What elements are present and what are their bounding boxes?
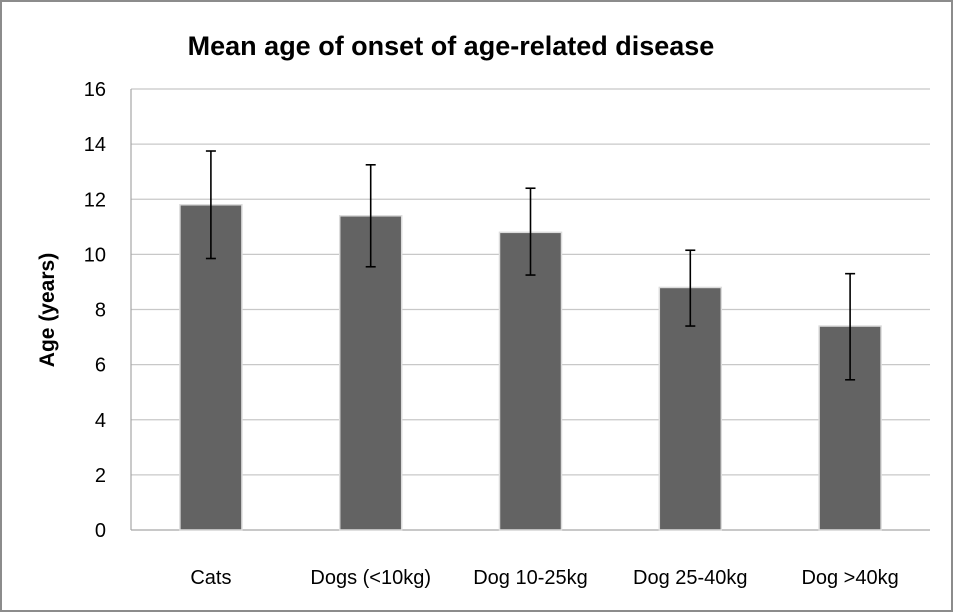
y-tick-label: 4 (95, 410, 106, 432)
y-tick-label: 8 (95, 300, 106, 322)
x-category-labels: Cats Dogs (<10kg) Dog 10-25kg Dog 25-40kg Do… (190, 567, 898, 589)
y-tick-label: 12 (84, 189, 106, 211)
y-axis-label: Age (years) (36, 253, 59, 367)
x-category-label: Dog 10-25kg (473, 567, 588, 589)
y-tick-labels: 0 2 4 6 8 10 12 14 16 (84, 79, 106, 542)
y-tick-label: 2 (95, 465, 106, 487)
y-tick-label: 16 (84, 79, 106, 101)
x-category-label: Cats (190, 567, 231, 589)
x-category-label: Dog 25-40kg (633, 567, 748, 589)
chart-title: Mean age of onset of age-related disease (188, 31, 715, 61)
bar (338, 215, 403, 531)
y-tick-label: 14 (84, 134, 106, 156)
x-category-label: Dog >40kg (801, 567, 898, 589)
x-category-label: Dogs (<10kg) (310, 567, 431, 589)
y-tick-label: 6 (95, 355, 106, 377)
y-tick-label: 0 (95, 520, 106, 542)
bar (498, 231, 563, 531)
bar (658, 286, 723, 531)
y-tick-label: 10 (84, 244, 106, 266)
error-bars (205, 150, 856, 381)
